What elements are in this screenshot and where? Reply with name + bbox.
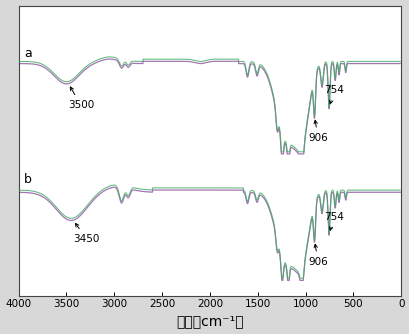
Text: b: b (24, 173, 32, 186)
X-axis label: 波数（cm⁻¹）: 波数（cm⁻¹） (175, 314, 243, 328)
Text: 906: 906 (307, 244, 327, 267)
Text: 754: 754 (324, 85, 343, 104)
Text: 754: 754 (324, 212, 343, 230)
Text: a: a (24, 47, 32, 59)
Text: 3450: 3450 (73, 223, 99, 244)
Text: 906: 906 (307, 120, 327, 143)
Text: 3500: 3500 (67, 87, 94, 110)
